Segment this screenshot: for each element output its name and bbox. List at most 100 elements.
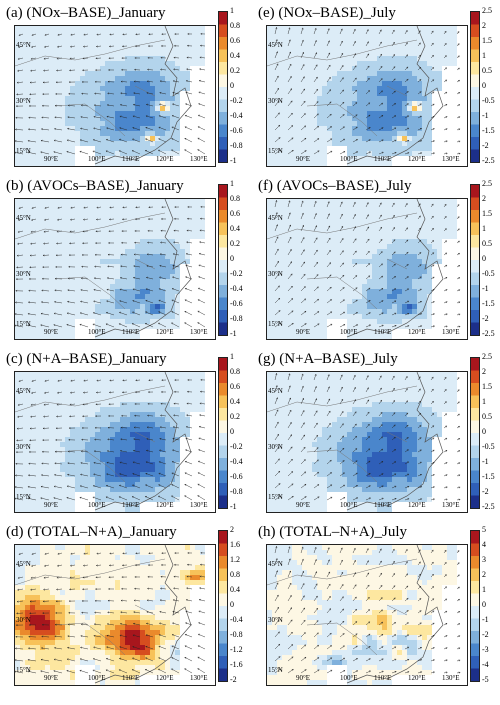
field-cell: [272, 161, 277, 166]
wind-vector: [391, 251, 396, 256]
field-cell: [367, 146, 372, 151]
field-cell: [60, 219, 65, 224]
field-cell: [332, 204, 337, 209]
field-cell: [387, 249, 392, 254]
field-cell: [160, 86, 165, 91]
field-cell: [437, 31, 442, 36]
wind-arrowhead: [354, 238, 357, 241]
field-cell: [130, 309, 135, 314]
field-cell: [70, 151, 75, 156]
wind-vector: [118, 323, 128, 328]
field-cell: [357, 91, 362, 96]
field-cell: [40, 146, 45, 151]
field-cell: [292, 334, 297, 339]
field-cell: [402, 289, 407, 294]
field-cell: [35, 26, 40, 31]
field-cell: [357, 46, 362, 51]
field-cell: [392, 46, 397, 51]
field-cell: [125, 86, 130, 91]
field-cell: [95, 86, 100, 91]
wind-vector: [326, 225, 330, 232]
field-cell: [165, 294, 170, 299]
field-cell: [417, 309, 422, 314]
field-cell: [75, 86, 80, 91]
field-cell: [110, 224, 115, 229]
field-cell: [30, 264, 35, 269]
field-cell: [15, 106, 20, 111]
wind-arrowhead: [146, 265, 149, 267]
field-cell: [372, 31, 377, 36]
field-cell: [60, 46, 65, 51]
field-cell: [422, 146, 427, 151]
field-cell: [297, 319, 302, 324]
wind-arrowhead: [277, 100, 280, 103]
field-cell: [90, 66, 95, 71]
field-cell: [35, 294, 40, 299]
field-cell: [30, 304, 35, 309]
wind-vector: [93, 289, 102, 292]
field-cell: [332, 279, 337, 284]
wind-vector: [274, 100, 280, 107]
field-cell: [140, 96, 145, 101]
field-cell: [377, 76, 382, 81]
wind-arrowhead: [94, 253, 97, 256]
field-cell: [337, 204, 342, 209]
field-cell: [155, 244, 160, 249]
field-cell: [327, 234, 332, 239]
field-cell: [180, 41, 185, 46]
field-cell: [95, 249, 100, 254]
field-cell: [362, 91, 367, 96]
field-cell: [412, 41, 417, 46]
wind-vector: [365, 139, 371, 143]
field-cell: [95, 146, 100, 151]
field-cell: [165, 26, 170, 31]
field-cell: [105, 91, 110, 96]
field-cell: [120, 199, 125, 204]
field-cell: [407, 101, 412, 106]
field-cell: [282, 289, 287, 294]
field-cell: [55, 269, 60, 274]
field-cell: [90, 284, 95, 289]
field-cell: [287, 329, 292, 334]
field-cell: [115, 66, 120, 71]
field-cell: [327, 126, 332, 131]
field-cell: [452, 56, 457, 61]
field-cell: [382, 76, 387, 81]
field-cell: [115, 81, 120, 86]
field-cell: [352, 244, 357, 249]
field-cell: [135, 259, 140, 264]
field-cell: [110, 101, 115, 106]
field-cell: [50, 71, 55, 76]
field-cell: [45, 224, 50, 229]
wind-arrowhead: [43, 230, 46, 233]
field-cell: [277, 304, 282, 309]
wind-arrowhead: [121, 230, 124, 233]
field-cell: [135, 66, 140, 71]
wind-arrowhead: [171, 299, 174, 302]
field-cell: [402, 229, 407, 234]
field-cell: [412, 274, 417, 279]
field-cell: [407, 56, 412, 61]
field-cell: [272, 156, 277, 161]
field-cell: [30, 299, 35, 304]
wind-vector: [404, 227, 408, 232]
field-cell: [175, 234, 180, 239]
field-cell: [115, 96, 120, 101]
field-cell: [292, 319, 297, 324]
field-cell: [392, 141, 397, 146]
wind-vector: [300, 76, 305, 83]
wind-arrowhead: [315, 76, 318, 79]
field-cell: [60, 71, 65, 76]
field-cell: [100, 239, 105, 244]
field-cell: [362, 31, 367, 36]
field-cell: [80, 239, 85, 244]
field-cell: [140, 299, 145, 304]
field-cell: [322, 249, 327, 254]
field-cell: [332, 219, 337, 224]
field-cell: [130, 56, 135, 61]
field-cell: [422, 269, 427, 274]
field-cell: [70, 214, 75, 219]
wind-arrowhead: [315, 52, 318, 55]
field-cell: [417, 46, 422, 51]
field-cell: [427, 244, 432, 249]
